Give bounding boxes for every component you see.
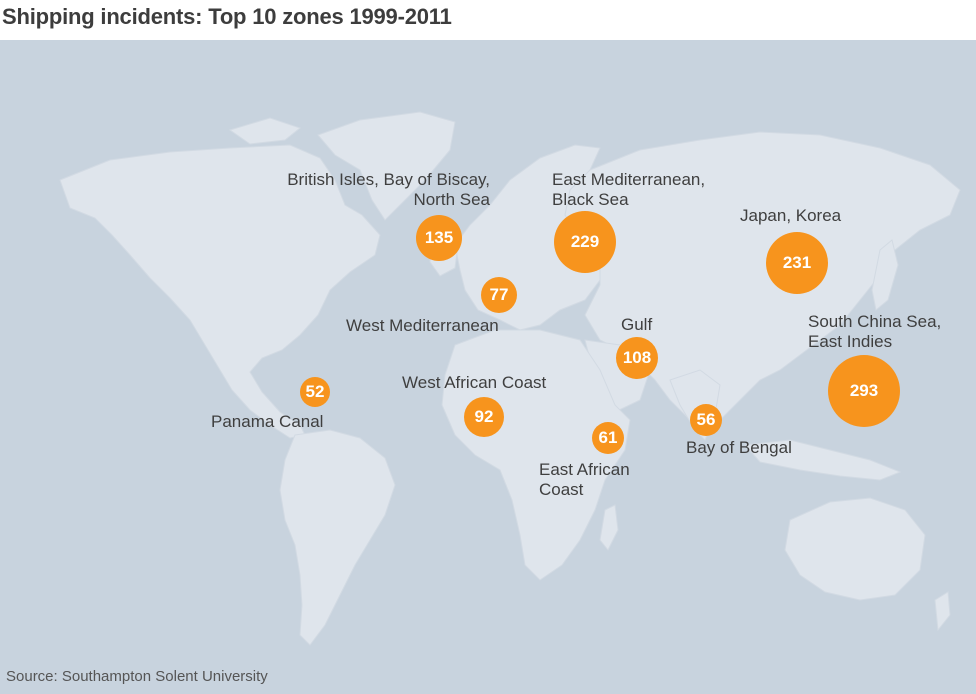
label-west-africa: West African Coast [402, 373, 547, 392]
greenland [317, 111, 456, 221]
label-japan-korea: Japan, Korea [740, 206, 842, 225]
label-west-med: West Mediterranean [346, 316, 499, 335]
bubble-british-isles[interactable]: 135 [416, 215, 462, 261]
bubble-south-china-sea[interactable]: 293 [828, 355, 900, 427]
label-panama: Panama Canal [211, 412, 324, 431]
label-bay-of-bengal: Bay of Bengal [686, 438, 792, 457]
asia [564, 131, 961, 436]
bubble-east-africa[interactable]: 61 [592, 422, 624, 454]
land-masses [59, 111, 961, 646]
bubble-east-med[interactable]: 229 [554, 211, 616, 273]
bubble-bay-of-bengal[interactable]: 56 [690, 404, 722, 436]
label-east-africa: East African Coast [539, 460, 630, 499]
africa [441, 329, 631, 581]
label-british-isles: British Isles, Bay of Biscay, North Sea [287, 170, 490, 209]
japan [871, 239, 899, 311]
world-map: British Isles, Bay of Biscay, North Sea … [0, 40, 976, 694]
new-zealand [934, 591, 951, 632]
bubble-gulf[interactable]: 108 [616, 337, 658, 379]
label-east-med: East Mediterranean, Black Sea [552, 170, 706, 209]
bubble-japan-korea[interactable]: 231 [766, 232, 828, 294]
bubble-west-africa[interactable]: 92 [464, 397, 504, 437]
label-gulf: Gulf [621, 315, 653, 334]
arctic-islands [228, 117, 302, 145]
north-america [59, 144, 381, 439]
indonesia [743, 439, 902, 481]
bubble-panama[interactable]: 52 [300, 377, 330, 407]
source-note: Source: Southampton Solent University [6, 668, 268, 685]
map-title: Shipping incidents: Top 10 zones 1999-20… [2, 4, 452, 29]
south-america [279, 429, 396, 646]
madagascar [599, 504, 619, 551]
bubble-west-med[interactable]: 77 [481, 277, 517, 313]
label-south-china-sea: South China Sea, East Indies [808, 312, 942, 351]
australia [784, 497, 926, 601]
